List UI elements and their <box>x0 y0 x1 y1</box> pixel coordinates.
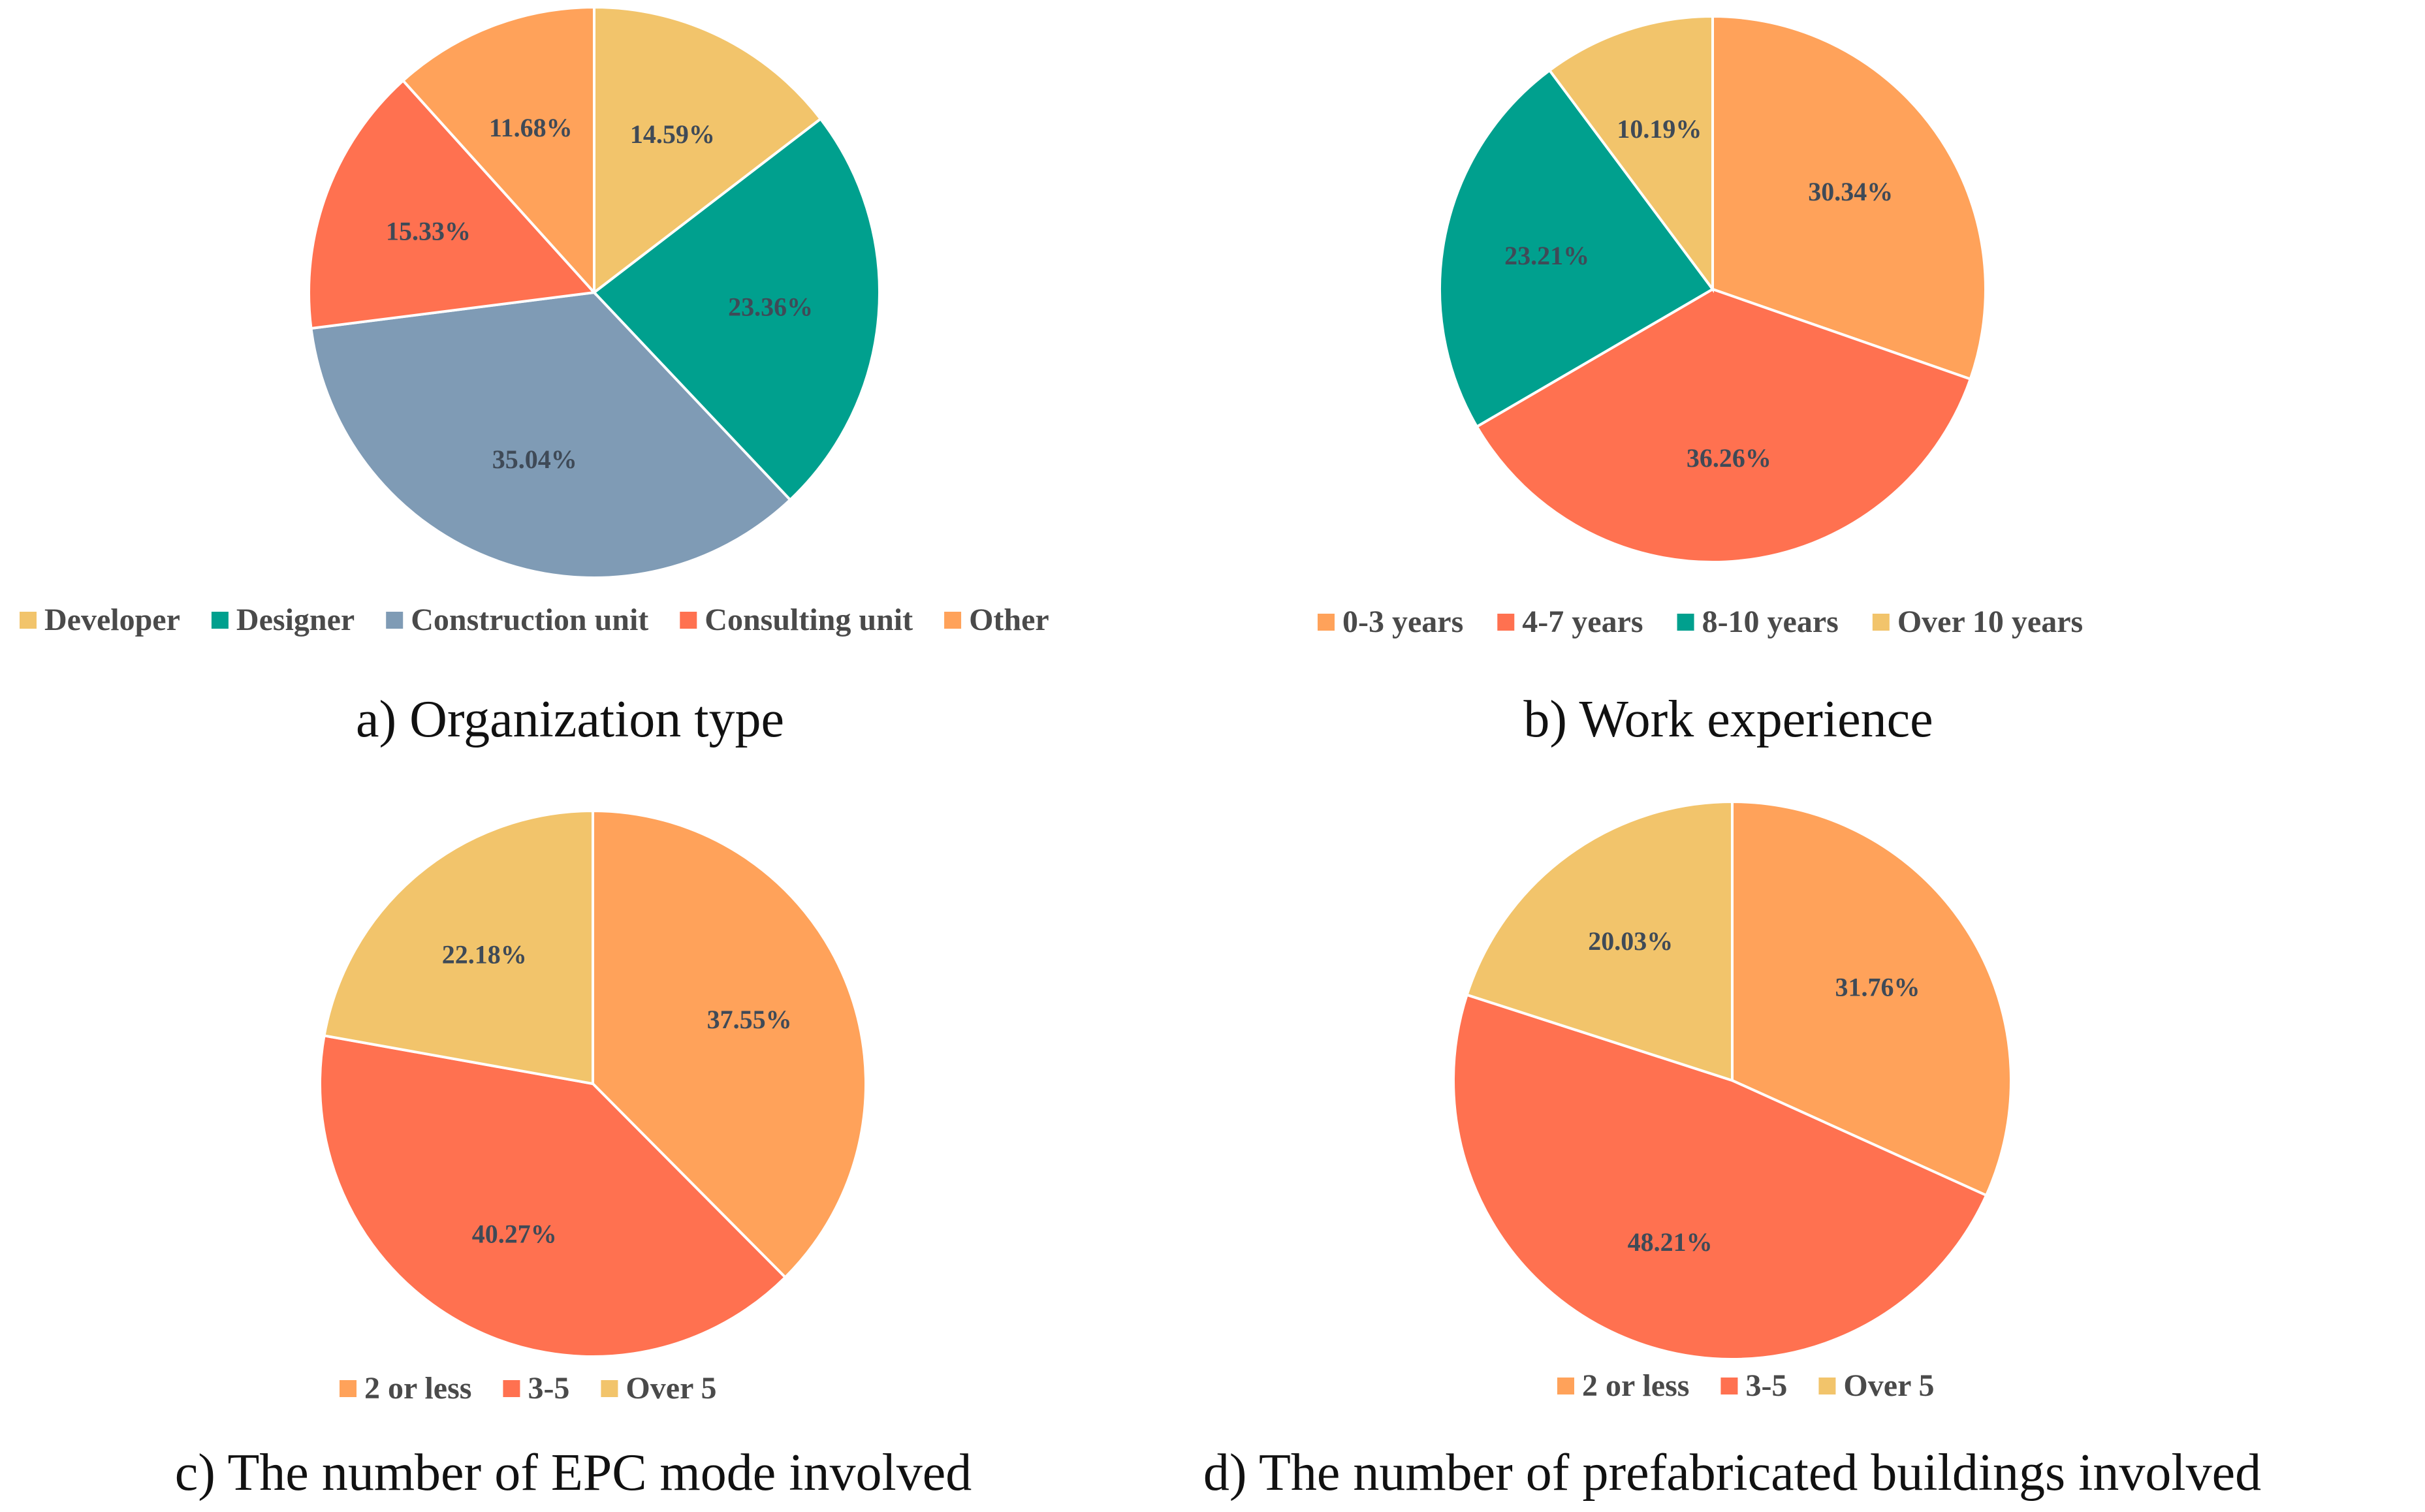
legend-swatch-b-over-10-years <box>1872 614 1890 631</box>
pie-label-c-over-5: 22.18% <box>442 939 527 969</box>
pie-slice-a-construction-unit <box>309 291 792 579</box>
legend-swatch-a-designer <box>211 612 229 629</box>
pie-label-c-3-5: 40.27% <box>472 1220 557 1249</box>
legend-item-c-over-5: Over 5 <box>601 1371 717 1406</box>
legend-item-a-designer: Designer <box>211 603 355 637</box>
pie-slice-a-other <box>401 5 595 296</box>
pie-label-c-2-or-less: 37.55% <box>707 1005 792 1034</box>
caption-c: c) The number of EPC mode involved <box>175 1444 972 1502</box>
legend-swatch-a-construction-unit <box>386 612 404 629</box>
legend-label-a-designer: Designer <box>236 603 355 637</box>
legend-item-d-2-or-less: 2 or less <box>1557 1368 1689 1403</box>
legend-label-a-other: Other <box>969 603 1049 637</box>
pie-slice-a-developer <box>593 5 823 296</box>
pie-label-d-3-5: 48.21% <box>1628 1227 1713 1257</box>
legend-swatch-d-over-5 <box>1818 1378 1836 1394</box>
legend-swatch-c-3-5 <box>503 1380 520 1397</box>
caption-a: a) Organization type <box>356 691 784 748</box>
legend-label-a-developer: Developer <box>44 603 180 637</box>
pie-slice-c-2-or-less <box>592 809 867 1280</box>
legend-swatch-c-over-5 <box>601 1380 618 1397</box>
legend-label-b-8-10-years: 8-10 years <box>1702 605 1839 639</box>
legend-item-b-8-10-years: 8-10 years <box>1677 605 1839 639</box>
legend-label-d-3-5: 3-5 <box>1745 1368 1787 1403</box>
legend-label-b-4-7-years: 4-7 years <box>1522 605 1643 639</box>
legend-label-d-2-or-less: 2 or less <box>1582 1368 1689 1403</box>
legend-swatch-d-3-5 <box>1720 1378 1738 1394</box>
legend-label-c-2-or-less: 2 or less <box>364 1371 471 1406</box>
pie-label-a-consulting-unit: 15.33% <box>386 217 471 246</box>
pie-slice-c-over-5 <box>323 809 594 1086</box>
legend-swatch-b-8-10-years <box>1677 614 1694 631</box>
legend-item-a-consulting-unit: Consulting unit <box>680 603 913 637</box>
legend-label-c-3-5: 3-5 <box>528 1371 569 1406</box>
pie-chart-work-experience: 30.34% 36.26% 23.21% 10.19% 0-3 years 4-7 yea… <box>1318 14 2083 639</box>
legend-swatch-d-2-or-less <box>1557 1378 1574 1394</box>
pie-slice-d-over-5 <box>1465 800 1734 1082</box>
legend-label-b-0-3-years: 0-3 years <box>1342 605 1463 639</box>
caption-d: d) The number of prefabricated buildings… <box>1203 1444 2261 1502</box>
legend-item-a-construction-unit: Construction unit <box>386 603 648 637</box>
pie-chart-epc-mode: 37.55% 40.27% 22.18% 2 or less 3-5 Over 5 <box>319 809 867 1406</box>
pie-label-b-0-3-years: 30.34% <box>1808 177 1893 206</box>
legend-item-a-developer: Developer <box>20 603 180 637</box>
legend-item-d-3-5: 3-5 <box>1720 1368 1787 1403</box>
pie-label-b-8-10-years: 23.21% <box>1504 241 1589 270</box>
legend-label-c-over-5: Over 5 <box>626 1371 716 1406</box>
legend-item-d-over-5: Over 5 <box>1818 1368 1935 1403</box>
pie-label-a-construction-unit: 35.04% <box>492 445 577 474</box>
legend-swatch-b-4-7-years <box>1497 614 1515 631</box>
pie-label-a-designer: 23.36% <box>728 292 813 322</box>
pie-chart-organization-type: 14.59% 23.36% 35.04% 15.33% 11.68% Developer D… <box>20 5 1049 637</box>
pie-slice-b-0-3-years <box>1711 14 1987 381</box>
legend-swatch-a-other <box>944 612 962 629</box>
pie-label-d-over-5: 20.03% <box>1588 926 1673 956</box>
legend-item-a-other: Other <box>944 603 1049 637</box>
legend-label-a-construction-unit: Construction unit <box>411 603 648 637</box>
pie-label-b-over-10-years: 10.19% <box>1617 114 1702 144</box>
legend-item-c-3-5: 3-5 <box>503 1371 569 1406</box>
pie-slice-b-8-10-years <box>1438 68 1715 429</box>
legend-item-b-over-10-years: Over 10 years <box>1872 605 2083 639</box>
pie-label-b-4-7-years: 36.26% <box>1687 443 1771 473</box>
legend-label-d-over-5: Over 5 <box>1843 1368 1934 1403</box>
legend-label-b-over-10-years: Over 10 years <box>1897 605 2083 639</box>
legend-item-b-4-7-years: 4-7 years <box>1497 605 1643 639</box>
pie-slice-a-designer <box>592 117 881 502</box>
legend-swatch-c-2-or-less <box>340 1380 357 1397</box>
pie-label-a-developer: 14.59% <box>630 119 715 149</box>
pie-slice-d-3-5 <box>1452 993 1988 1361</box>
pie-slice-b-4-7-years <box>1475 287 1973 563</box>
pie-chart-prefabricated-buildings: 31.76% 48.21% 20.03% 2 or less 3-5 Over 5 <box>1452 800 2012 1403</box>
pie-slice-c-3-5 <box>319 1033 787 1358</box>
pie-label-d-2-or-less: 31.76% <box>1835 973 1920 1002</box>
pie-label-a-other: 11.68% <box>489 113 573 142</box>
legend-swatch-a-consulting-unit <box>680 612 697 629</box>
legend-swatch-a-developer <box>20 612 37 629</box>
legend-label-a-consulting-unit: Consulting unit <box>705 603 913 637</box>
legend-item-b-0-3-years: 0-3 years <box>1318 605 1463 639</box>
pie-slice-d-2-or-less <box>1731 800 2012 1197</box>
caption-b: b) Work experience <box>1523 691 1933 748</box>
pie-slice-b-over-10-years <box>1547 14 1714 294</box>
pie-slice-a-consulting-unit <box>308 78 597 330</box>
legend-swatch-b-0-3-years <box>1318 614 1335 631</box>
legend-item-c-2-or-less: 2 or less <box>340 1371 471 1406</box>
